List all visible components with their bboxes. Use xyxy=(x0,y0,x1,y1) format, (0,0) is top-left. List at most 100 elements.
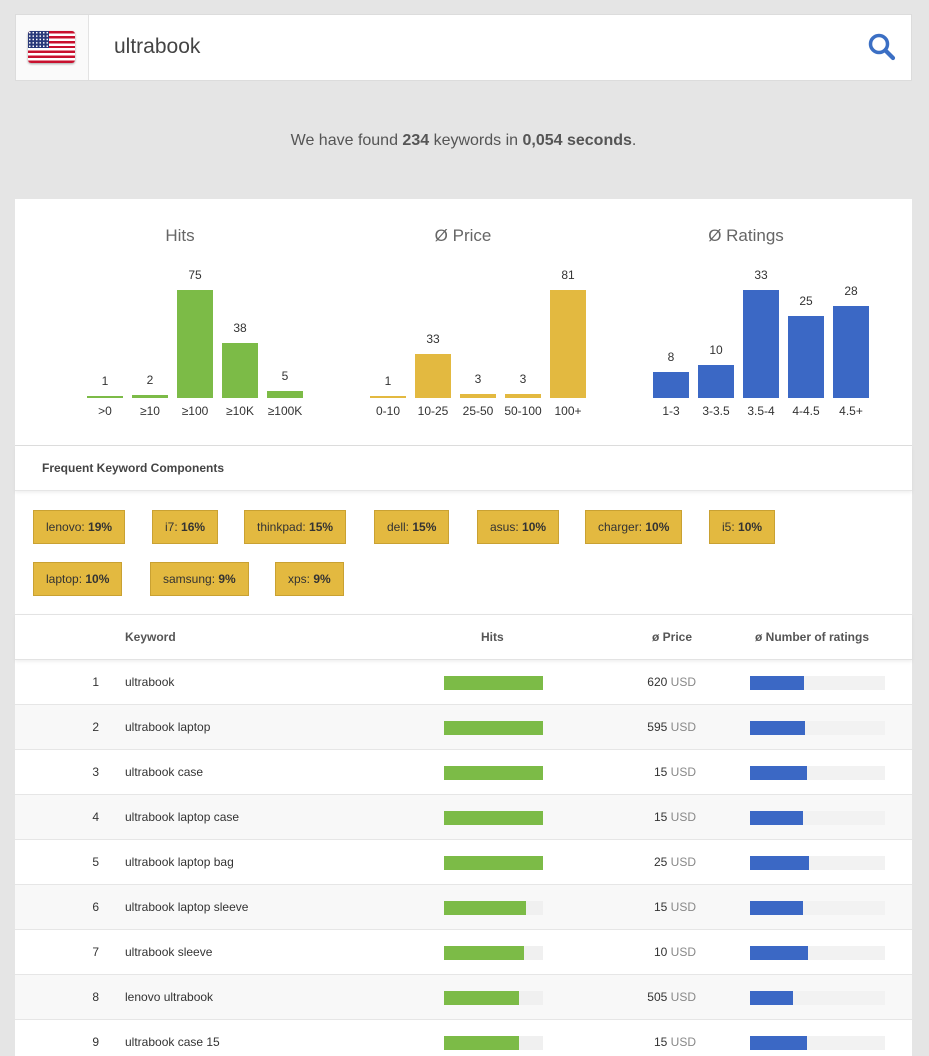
keyword-component-tag[interactable]: charger: 10% xyxy=(585,510,683,544)
row-keyword[interactable]: ultrabook sleeve xyxy=(125,945,213,959)
chart-title: Ø Price xyxy=(434,226,492,245)
bar-category-label: 4-4.5 xyxy=(792,404,820,418)
keyword-component-tag[interactable]: samsung: 9% xyxy=(150,562,249,596)
column-ratings[interactable]: ø Number of ratings xyxy=(755,630,870,644)
row-number: 5 xyxy=(92,855,99,869)
bar-value-label: 81 xyxy=(561,268,575,282)
chart-bar[interactable] xyxy=(653,372,689,398)
chart-bar[interactable] xyxy=(698,365,734,398)
table-row[interactable]: 8 lenovo ultrabook 505 USD xyxy=(15,975,912,1020)
hits-bar xyxy=(444,766,543,780)
hits-bar-fill xyxy=(444,991,520,1005)
tag-percent: 15% xyxy=(309,520,334,534)
bar-category-label: 3-3.5 xyxy=(702,404,730,418)
search-time: 0,054 seconds xyxy=(522,132,632,149)
table-header: Keyword Hits ø Price ø Number of ratings xyxy=(15,614,912,660)
row-price: 25 USD xyxy=(653,855,696,869)
chart-bar[interactable] xyxy=(505,394,541,398)
bar-value-label: 25 xyxy=(799,294,813,308)
chart-bar[interactable] xyxy=(267,391,303,398)
hits-bar-fill xyxy=(444,721,543,735)
keyword-component-tag[interactable]: asus: 10% xyxy=(477,510,560,544)
keyword-component-tag[interactable]: thinkpad: 15% xyxy=(244,510,347,544)
chart-bar[interactable] xyxy=(87,396,123,398)
chart-bar[interactable] xyxy=(415,354,451,398)
table-row[interactable]: 5 ultrabook laptop bag 25 USD xyxy=(15,840,912,885)
table-row[interactable]: 4 ultrabook laptop case 15 USD xyxy=(15,795,912,840)
table-row[interactable]: 3 ultrabook case 15 USD xyxy=(15,750,912,795)
row-keyword[interactable]: ultrabook case xyxy=(125,765,204,779)
chart-bar[interactable] xyxy=(460,394,496,398)
currency-label: USD xyxy=(670,720,696,734)
keyword-component-tag[interactable]: laptop: 10% xyxy=(33,562,123,596)
tag-percent: 10% xyxy=(85,572,110,586)
ratings-bar xyxy=(750,991,885,1005)
table-row[interactable]: 2 ultrabook laptop 595 USD xyxy=(15,705,912,750)
ratings-bar-fill xyxy=(750,721,806,735)
currency-label: USD xyxy=(670,945,696,959)
chart-bar[interactable] xyxy=(370,396,406,398)
currency-label: USD xyxy=(670,1035,696,1049)
column-keyword[interactable]: Keyword xyxy=(125,630,176,644)
row-keyword[interactable]: lenovo ultrabook xyxy=(125,990,214,1004)
row-keyword[interactable]: ultrabook laptop bag xyxy=(125,855,234,869)
row-keyword[interactable]: ultrabook case 15 xyxy=(125,1035,220,1049)
chart-bar[interactable] xyxy=(550,290,586,398)
tag-word: thinkpad: xyxy=(257,520,310,534)
bar-category-label: 50-100 xyxy=(504,404,542,418)
table-row[interactable]: 6 ultrabook laptop sleeve 15 USD xyxy=(15,885,912,930)
bar-value-label: 28 xyxy=(844,284,858,298)
keyword-component-tag[interactable]: i5: 10% xyxy=(709,510,776,544)
chart-0: Hits 1 >0 2 ≥10 75 ≥100 38 ≥10K 5 ≥100K xyxy=(30,199,330,446)
bar-value-label: 75 xyxy=(188,268,202,282)
tag-word: samsung: xyxy=(163,572,219,586)
bar-category-label: >0 xyxy=(98,404,112,418)
row-price: 15 USD xyxy=(653,900,696,914)
hits-bar xyxy=(444,1036,543,1050)
chart-bar[interactable] xyxy=(177,290,213,398)
results-card: Hits 1 >0 2 ≥10 75 ≥100 38 ≥10K 5 ≥100K Ø Price 1 0-1… xyxy=(15,199,912,1056)
column-price[interactable]: ø Price xyxy=(652,630,693,644)
row-price: 15 USD xyxy=(653,765,696,779)
tag-percent: 10% xyxy=(522,520,547,534)
currency-label: USD xyxy=(670,675,696,689)
row-keyword[interactable]: ultrabook laptop sleeve xyxy=(125,900,249,914)
chart-bar[interactable] xyxy=(132,395,168,398)
bar-category-label: 3.5-4 xyxy=(747,404,775,418)
us-flag-icon xyxy=(28,31,75,63)
ratings-bar-fill xyxy=(750,676,804,690)
row-keyword[interactable]: ultrabook laptop xyxy=(125,720,211,734)
chart-bar[interactable] xyxy=(743,290,779,398)
table-row[interactable]: 9 ultrabook case 15 15 USD xyxy=(15,1020,912,1056)
bar-category-label: 25-50 xyxy=(462,404,494,418)
row-keyword[interactable]: ultrabook laptop case xyxy=(125,810,240,824)
ratings-bar-fill xyxy=(750,901,803,915)
bar-category-label: ≥100K xyxy=(267,404,303,418)
chart-bar[interactable] xyxy=(222,343,258,398)
tag-percent: 15% xyxy=(412,520,437,534)
search-input[interactable]: ultrabook xyxy=(114,35,201,58)
chart-1: Ø Price 1 0-10 33 10-25 3 25-50 3 50-100 81 100+ xyxy=(313,199,613,446)
ratings-bar-fill xyxy=(750,811,803,825)
row-price: 620 USD xyxy=(647,675,696,689)
country-selector[interactable] xyxy=(16,15,89,80)
row-keyword[interactable]: ultrabook xyxy=(125,675,175,689)
bar-category-label: 0-10 xyxy=(375,404,401,418)
ratings-bar-fill xyxy=(750,856,810,870)
chart-bar[interactable] xyxy=(833,306,869,398)
keyword-component-tag[interactable]: i7: 16% xyxy=(152,510,219,544)
keyword-component-tag[interactable]: dell: 15% xyxy=(374,510,450,544)
chart-2: Ø Ratings 8 1-3 10 3-3.5 33 3.5-4 25 4-4.5 28 4.5+ xyxy=(596,199,896,446)
bar-category-label: ≥10K xyxy=(226,404,254,418)
ratings-bar xyxy=(750,1036,885,1050)
column-hits[interactable]: Hits xyxy=(481,630,504,644)
keyword-component-tag[interactable]: xps: 9% xyxy=(275,562,344,596)
table-row[interactable]: 1 ultrabook 620 USD xyxy=(15,660,912,705)
bar-value-label: 10 xyxy=(709,343,723,357)
table-row[interactable]: 7 ultrabook sleeve 10 USD xyxy=(15,930,912,975)
currency-label: USD xyxy=(670,855,696,869)
keyword-component-tag[interactable]: lenovo: 19% xyxy=(33,510,126,544)
chart-bar[interactable] xyxy=(788,316,824,398)
hits-bar xyxy=(444,901,543,915)
search-icon[interactable] xyxy=(867,32,897,62)
